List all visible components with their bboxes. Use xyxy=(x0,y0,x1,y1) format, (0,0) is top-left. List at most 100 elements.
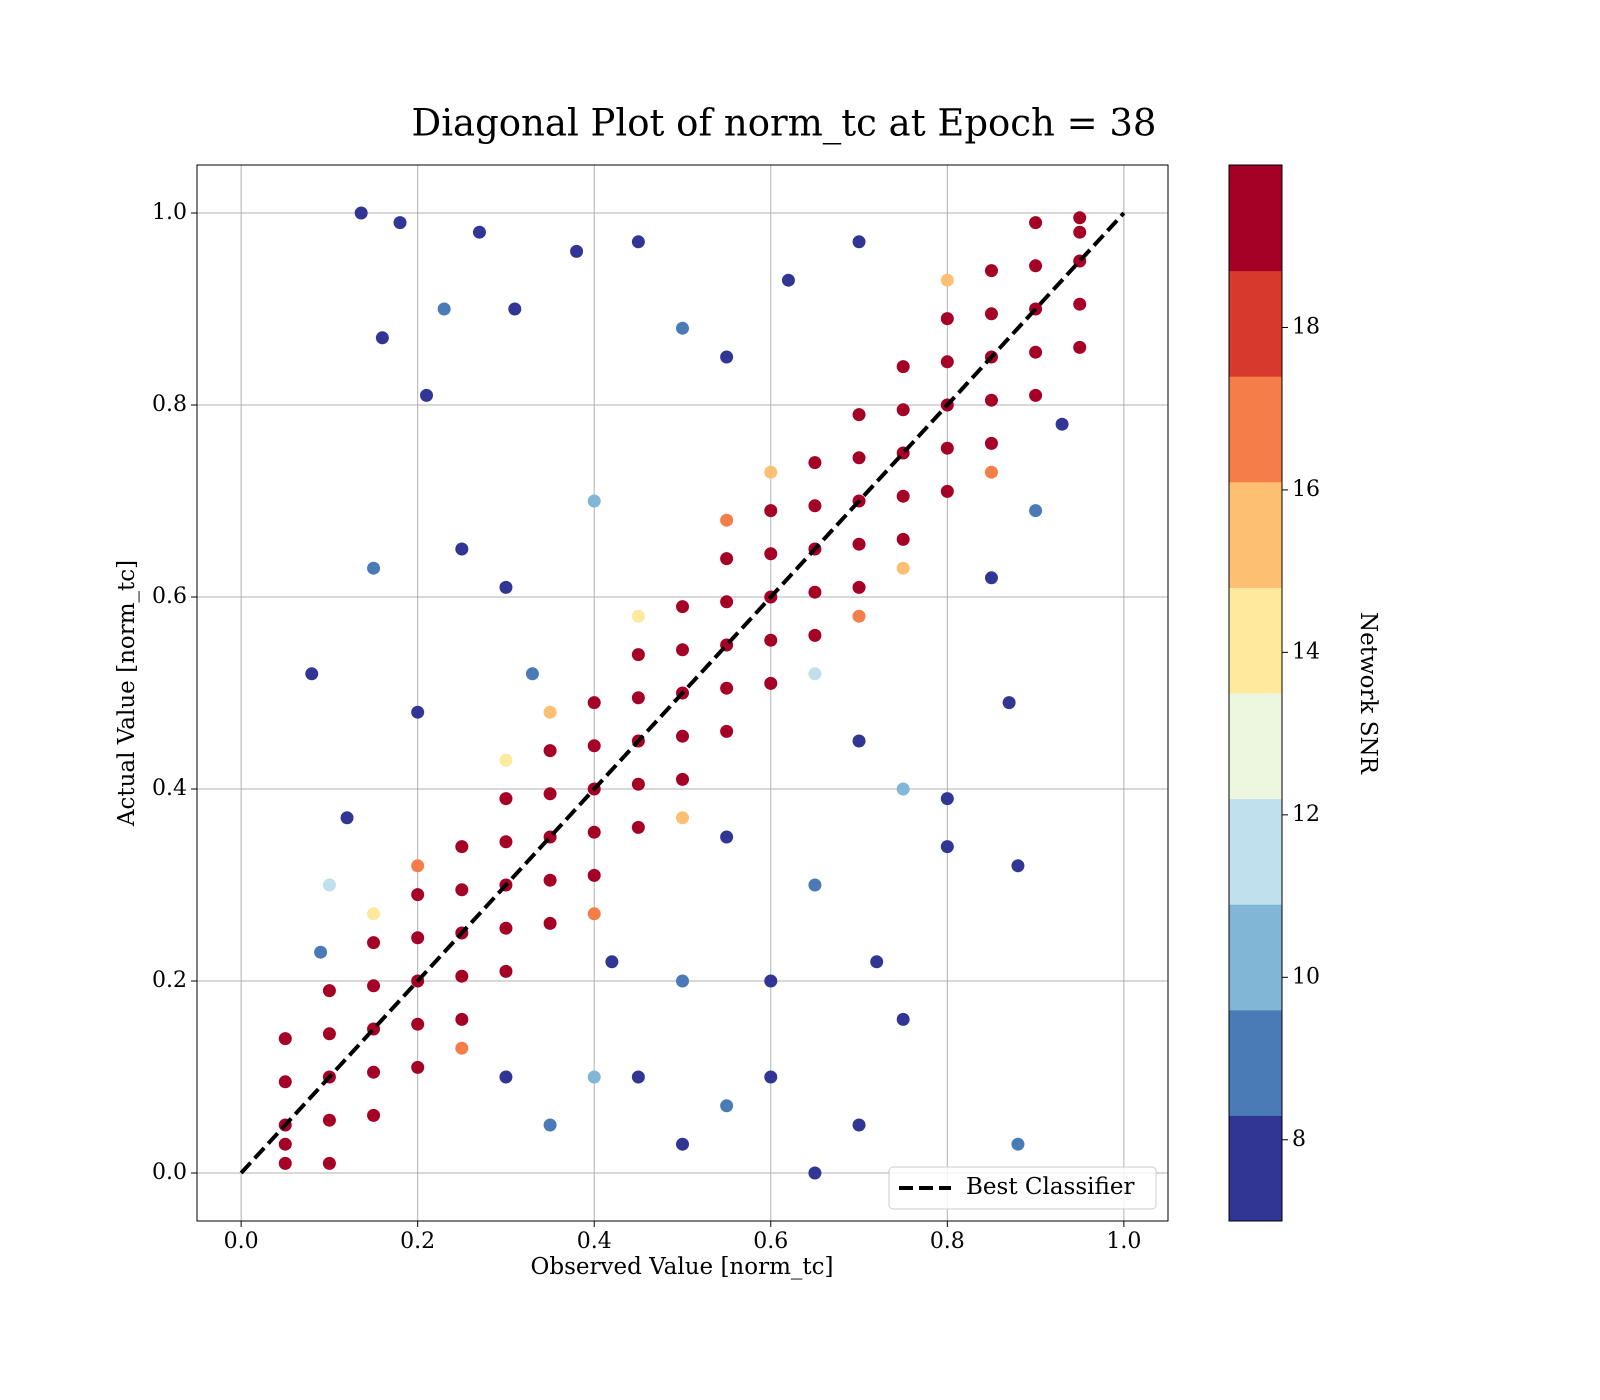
scatter-point xyxy=(676,772,689,786)
scatter-point xyxy=(543,787,557,801)
scatter-point xyxy=(1073,297,1087,311)
scatter-point xyxy=(631,1070,645,1084)
scatter-point xyxy=(631,609,645,623)
x-tick-label: 0.2 xyxy=(400,1229,435,1254)
scatter-point xyxy=(720,552,734,566)
scatter-point xyxy=(499,1070,513,1084)
scatter-point xyxy=(411,1017,425,1031)
colorbar-tick-label: 16 xyxy=(1292,477,1320,502)
scatter-point xyxy=(587,907,601,921)
scatter-point xyxy=(676,321,689,335)
scatter-point xyxy=(808,456,822,470)
scatter-point xyxy=(543,705,557,719)
scatter-point xyxy=(322,984,336,998)
scatter-point xyxy=(764,465,778,479)
scatter-point xyxy=(322,878,336,892)
scatter-point xyxy=(940,312,954,326)
scatter-point xyxy=(570,244,584,258)
scatter-point xyxy=(354,206,368,220)
colorbar-segment xyxy=(1229,270,1282,377)
colorbar-tick-label: 8 xyxy=(1292,1127,1306,1152)
scatter-point xyxy=(896,782,910,796)
scatter-point xyxy=(940,355,954,369)
scatter-point xyxy=(455,969,469,983)
scatter-point xyxy=(587,1070,601,1084)
scatter-point xyxy=(631,235,645,249)
scatter-point xyxy=(322,1027,336,1041)
scatter-point xyxy=(1073,340,1087,354)
scatter-point xyxy=(764,676,778,690)
scatter-point xyxy=(631,648,645,662)
scatter-point xyxy=(940,792,954,806)
scatter-point xyxy=(808,628,822,642)
scatter-point xyxy=(852,580,866,594)
scatter-point xyxy=(720,595,734,609)
colorbar-tick-label: 10 xyxy=(1292,964,1320,989)
scatter-point xyxy=(508,302,522,316)
scatter-point xyxy=(543,916,557,930)
scatter-point xyxy=(411,888,425,902)
scatter-point xyxy=(587,739,601,753)
scatter-point xyxy=(1011,859,1025,873)
scatter-point xyxy=(455,1012,469,1026)
x-axis-label: Observed Value [norm_tc] xyxy=(531,1254,834,1280)
scatter-point xyxy=(808,667,822,681)
scatter-point xyxy=(499,792,513,806)
colorbar-segment xyxy=(1229,1009,1282,1116)
scatter-point xyxy=(420,388,434,402)
scatter-point xyxy=(940,484,954,498)
scatter-point xyxy=(375,331,389,345)
scatter-point xyxy=(764,633,778,647)
scatter-point xyxy=(720,724,734,738)
scatter-point xyxy=(411,1060,425,1074)
scatter-point xyxy=(499,964,513,978)
scatter-point xyxy=(631,691,645,705)
colorbar-segment xyxy=(1229,165,1282,272)
scatter-point xyxy=(984,465,998,479)
scatter-point xyxy=(587,868,601,882)
scatter-point xyxy=(543,744,557,758)
scatter-point xyxy=(278,1075,292,1089)
scatter-point xyxy=(720,830,734,844)
scatter-point xyxy=(852,235,866,249)
scatter-point xyxy=(543,1118,557,1132)
scatter-point xyxy=(852,408,866,422)
scatter-point xyxy=(852,537,866,551)
scatter-point xyxy=(455,883,469,897)
scatter-point xyxy=(896,1012,910,1026)
scatter-point xyxy=(896,489,910,503)
scatter-point xyxy=(455,840,469,854)
colorbar-segment xyxy=(1229,481,1282,588)
scatter-point xyxy=(808,1166,822,1180)
chart-title: Diagonal Plot of norm_tc at Epoch = 38 xyxy=(412,102,1157,146)
scatter-point xyxy=(367,1108,381,1122)
y-tick-label: 0.4 xyxy=(152,776,187,801)
scatter-point xyxy=(411,931,425,945)
scatter-point xyxy=(852,609,866,623)
scatter-point xyxy=(720,681,734,695)
scatter-point xyxy=(676,600,689,614)
scatter-point xyxy=(437,302,451,316)
x-tick-label: 0.4 xyxy=(577,1229,612,1254)
scatter-point xyxy=(631,820,645,834)
legend-label: Best Classifier xyxy=(966,1174,1134,1200)
scatter-point xyxy=(852,734,866,748)
scatter-point xyxy=(305,667,319,681)
scatter-point xyxy=(984,307,998,321)
scatter-point xyxy=(411,705,425,719)
scatter-point xyxy=(1073,225,1087,239)
scatter-point xyxy=(587,494,601,508)
scatter-point xyxy=(940,441,954,455)
scatter-point xyxy=(499,753,513,767)
scatter-point xyxy=(808,499,822,513)
scatter-point xyxy=(1055,417,1069,431)
scatter-point xyxy=(340,811,354,825)
x-tick-label: 0.6 xyxy=(753,1229,788,1254)
colorbar-label: Network SNR xyxy=(1355,612,1381,775)
scatter-point xyxy=(896,360,910,374)
scatter-point xyxy=(499,835,513,849)
scatter-point xyxy=(984,264,998,278)
scatter-point xyxy=(322,1156,336,1170)
scatter-point xyxy=(940,273,954,287)
